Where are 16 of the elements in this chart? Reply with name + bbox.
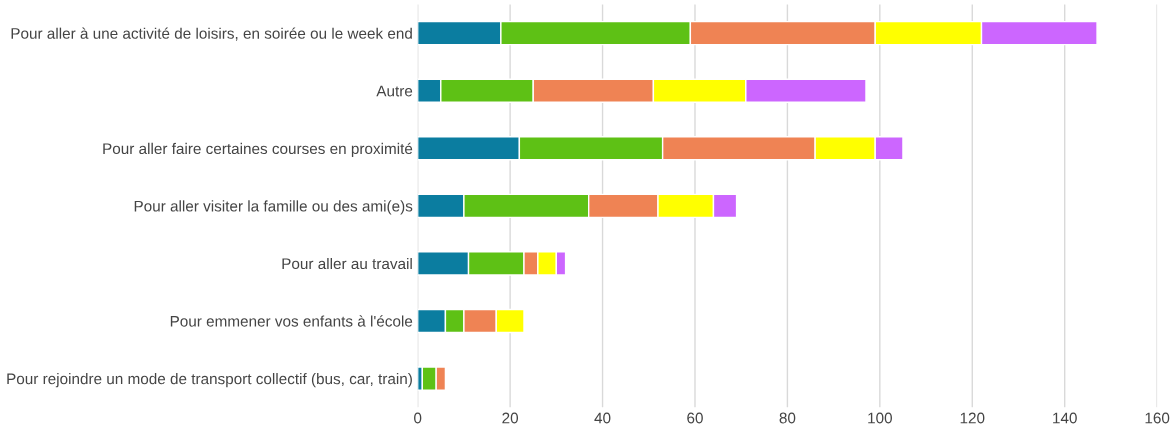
x-tick-label: 100 bbox=[868, 412, 892, 424]
x-tick-label: 0 bbox=[414, 412, 422, 424]
y-tick-label: Pour aller à une activité de loisirs, en soirée ou le week end bbox=[11, 27, 412, 41]
y-tick-label: Autre bbox=[376, 85, 413, 97]
x-tick-label: 40 bbox=[594, 412, 611, 424]
x-tick-label: 80 bbox=[779, 412, 796, 424]
y-tick-label: Pour aller au travail bbox=[282, 257, 412, 270]
y-tick-label: Pour emmener vos enfants à l'école bbox=[170, 315, 413, 327]
x-tick-label: 140 bbox=[1053, 412, 1077, 424]
x-tick-label: 20 bbox=[502, 412, 519, 424]
x-tick-label: 120 bbox=[960, 412, 985, 424]
x-tick-label: 160 bbox=[1145, 412, 1170, 424]
x-tick-label: 60 bbox=[687, 412, 703, 424]
y-tick-label: Pour aller faire certaines courses en proximité bbox=[103, 142, 413, 158]
y-tick-label: Pour rejoindre un mode de transport collectif (bus, car, train) bbox=[7, 373, 412, 388]
y-tick-label: Pour aller visiter la famille ou des ami(e)s bbox=[134, 200, 413, 215]
